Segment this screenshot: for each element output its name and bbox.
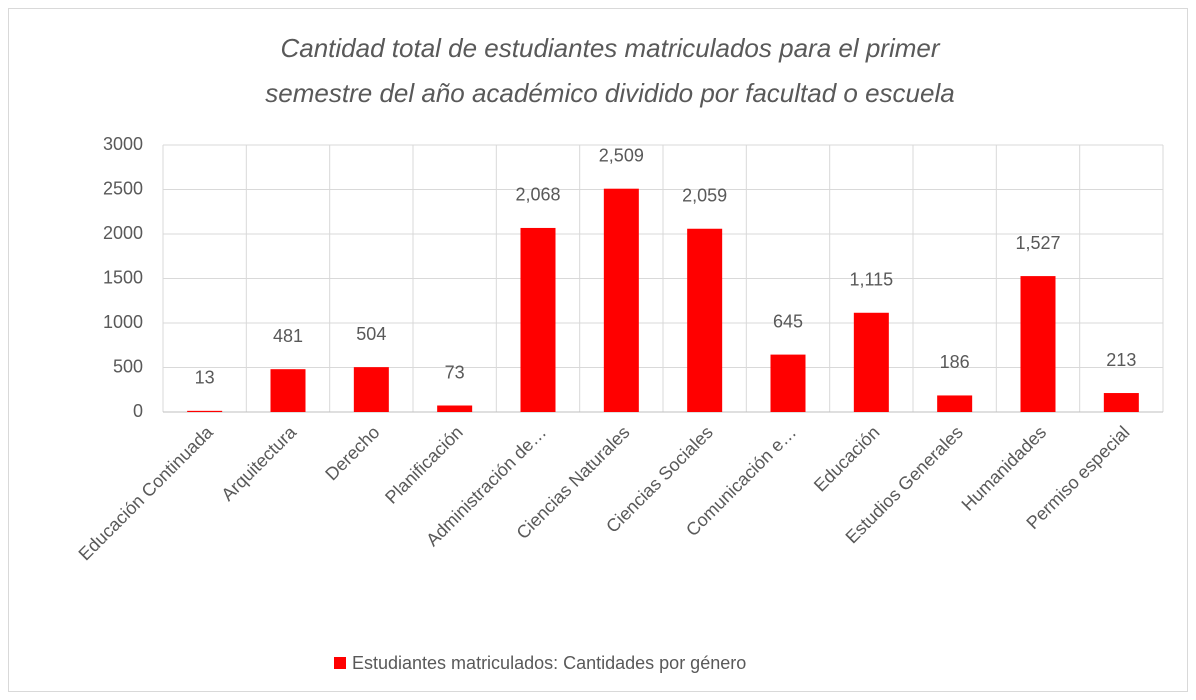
- data-label: 2,509: [599, 145, 644, 165]
- y-tick-label: 3000: [103, 134, 143, 154]
- bar: [937, 395, 973, 412]
- data-label: 2,068: [515, 185, 560, 205]
- bar: [520, 227, 556, 412]
- bar: [187, 410, 223, 412]
- bar: [270, 369, 306, 412]
- bar: [1103, 393, 1139, 412]
- bar: [770, 354, 806, 412]
- data-label: 1,115: [849, 270, 893, 290]
- data-label: 504: [356, 324, 386, 344]
- y-tick-label: 500: [113, 356, 143, 376]
- y-tick-label: 0: [133, 401, 143, 421]
- data-label: 186: [940, 352, 970, 372]
- y-tick-label: 1500: [103, 267, 143, 287]
- legend-label: Estudiantes matriculados: Cantidades por…: [352, 653, 746, 673]
- y-tick-label: 2500: [103, 178, 143, 198]
- bar: [687, 228, 723, 412]
- bar: [437, 405, 473, 412]
- chart-title: semestre del año académico dividido por …: [265, 78, 954, 108]
- y-tick-label: 1000: [103, 312, 143, 332]
- legend-swatch: [334, 657, 346, 669]
- bar: [1020, 276, 1056, 412]
- chart-border: [8, 8, 1188, 692]
- bar: [603, 188, 639, 412]
- data-label: 2,059: [682, 185, 727, 205]
- y-tick-label: 2000: [103, 223, 143, 243]
- bar: [353, 367, 389, 412]
- data-label: 13: [195, 368, 215, 388]
- chart-title: Cantidad total de estudiantes matriculad…: [280, 33, 940, 63]
- bar: [853, 312, 889, 412]
- data-label: 213: [1106, 350, 1136, 370]
- data-label: 73: [445, 362, 465, 382]
- data-label: 1,527: [1015, 233, 1060, 253]
- data-label: 645: [773, 311, 803, 331]
- data-label: 481: [273, 326, 303, 346]
